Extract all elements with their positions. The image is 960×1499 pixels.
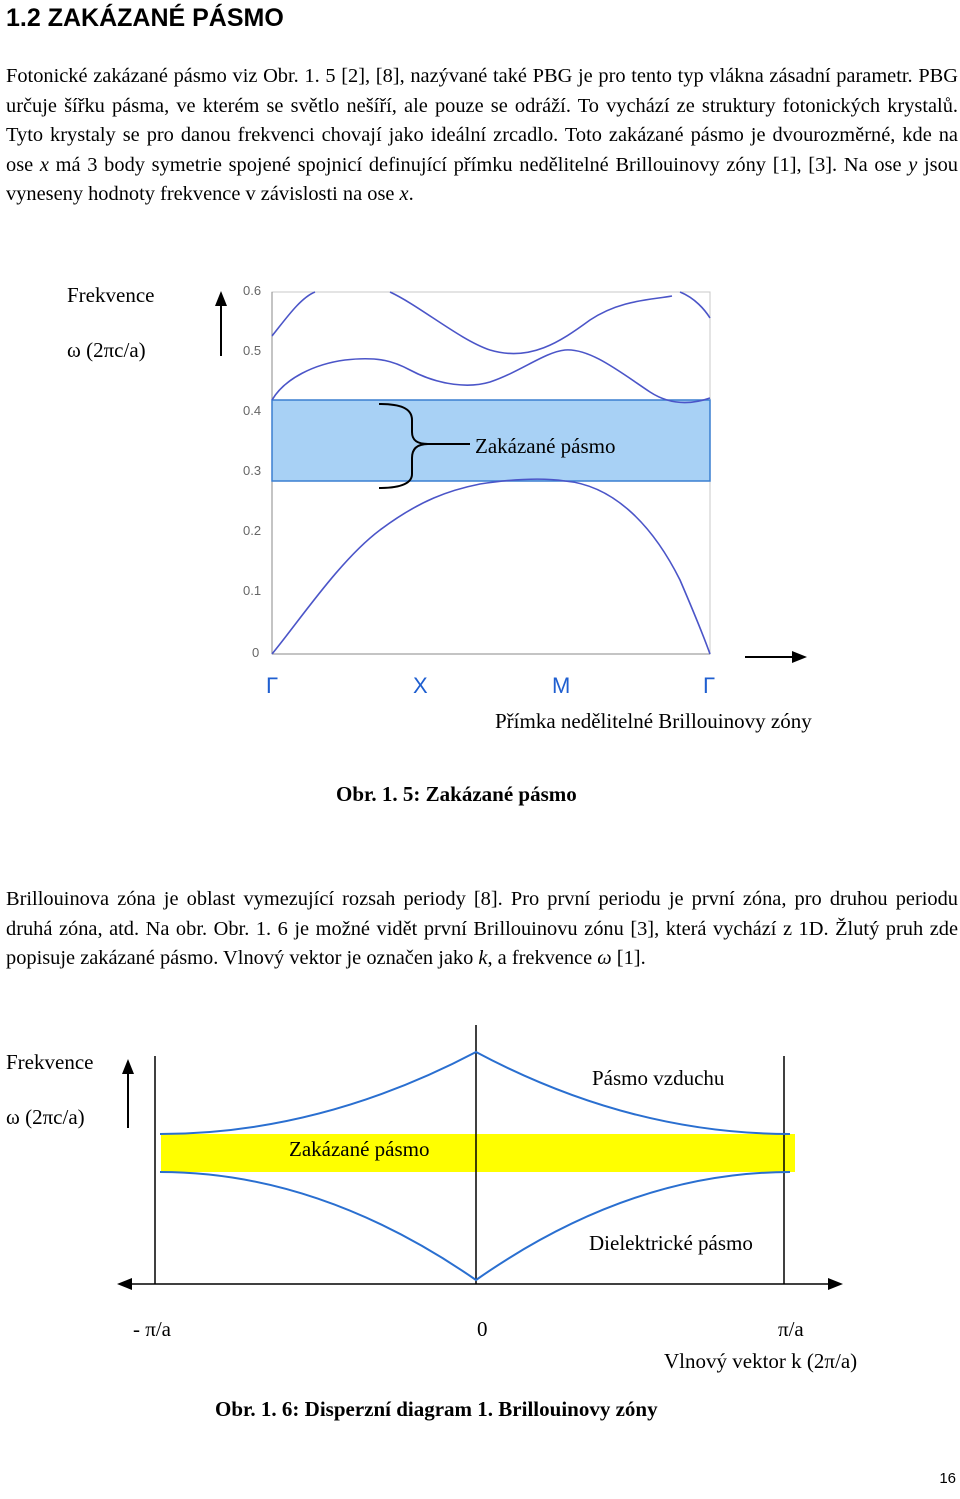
fig1-ytick: 0.6 (243, 283, 262, 298)
fig2-ylabel-frequency: Frekvence (6, 1050, 94, 1074)
fig2-forbidden-band (161, 1134, 795, 1172)
fig1-y-arrowhead (215, 291, 227, 306)
fig1-band-3b (389, 291, 673, 355)
fig2-gap-label: Zakázané pásmo (289, 1137, 430, 1161)
fig1-band-label: Zakázané pásmo (475, 434, 616, 458)
fig1-forbidden-band (271, 399, 711, 482)
fig2-x-arrowhead-left (117, 1278, 132, 1290)
fig1-xtick-m: M (552, 673, 571, 698)
fig1-ylabel-unit: ω (2πc/a) (67, 338, 146, 362)
fig1-band-2 (271, 349, 711, 404)
fig1-xtick-x: X (413, 673, 428, 698)
page-number: 16 (939, 1470, 956, 1487)
fig1-x-arrowhead (792, 651, 807, 663)
paragraph-intro: Fotonické zakázané pásmo viz Obr. 1. 5 [… (6, 65, 958, 205)
fig2-y-arrowhead (122, 1059, 134, 1074)
fig2-x-arrowhead-right (828, 1278, 843, 1290)
section-heading: 1.2 ZAKÁZANÉ PÁSMO (6, 4, 284, 32)
fig1-ytick: 0.3 (243, 463, 262, 478)
fig1-ytick: 0 (252, 645, 260, 660)
fig1-caption: Obr. 1. 5: Zakázané pásmo (336, 782, 577, 806)
fig1-xtick-gamma-end: Γ (703, 673, 716, 698)
fig1-ytick: 0.2 (243, 523, 262, 538)
fig1-band-4 (679, 291, 711, 319)
fig1-xlabel: Přímka nedělitelné Brillouinovy zóny (495, 709, 812, 733)
fig2-caption: Obr. 1. 6: Disperzní diagram 1. Brilloui… (215, 1397, 658, 1421)
fig2-air-band-label: Pásmo vzduchu (592, 1066, 725, 1090)
fig2-ylabel-unit: ω (2πc/a) (6, 1105, 85, 1129)
fig1-ytick: 0.4 (243, 403, 262, 418)
fig2-xtick-pi: π/a (778, 1317, 804, 1341)
paragraph-brillouin: Brillouinova zóna je oblast vymezující r… (6, 888, 958, 969)
fig1-ylabel-frequency: Frekvence (67, 283, 155, 307)
fig1-brace (378, 403, 470, 489)
fig1-xtick-gamma: Γ (266, 673, 279, 698)
fig1-band-1 (271, 478, 711, 655)
fig1-band-3a (271, 291, 316, 337)
fig2-xtick-neg-pi: - π/a (133, 1317, 172, 1341)
fig2-xlabel: Vlnový vektor k (2π/a) (664, 1349, 858, 1373)
fig2-air-band-curve (159, 1050, 791, 1135)
fig1-ytick: 0.1 (243, 583, 262, 598)
fig2-dielectric-band-curve (159, 1171, 791, 1282)
fig2-xtick-zero: 0 (477, 1317, 488, 1341)
fig1-ytick: 0.5 (243, 343, 262, 358)
fig2-dielectric-band-label: Dielektrické pásmo (589, 1231, 753, 1255)
